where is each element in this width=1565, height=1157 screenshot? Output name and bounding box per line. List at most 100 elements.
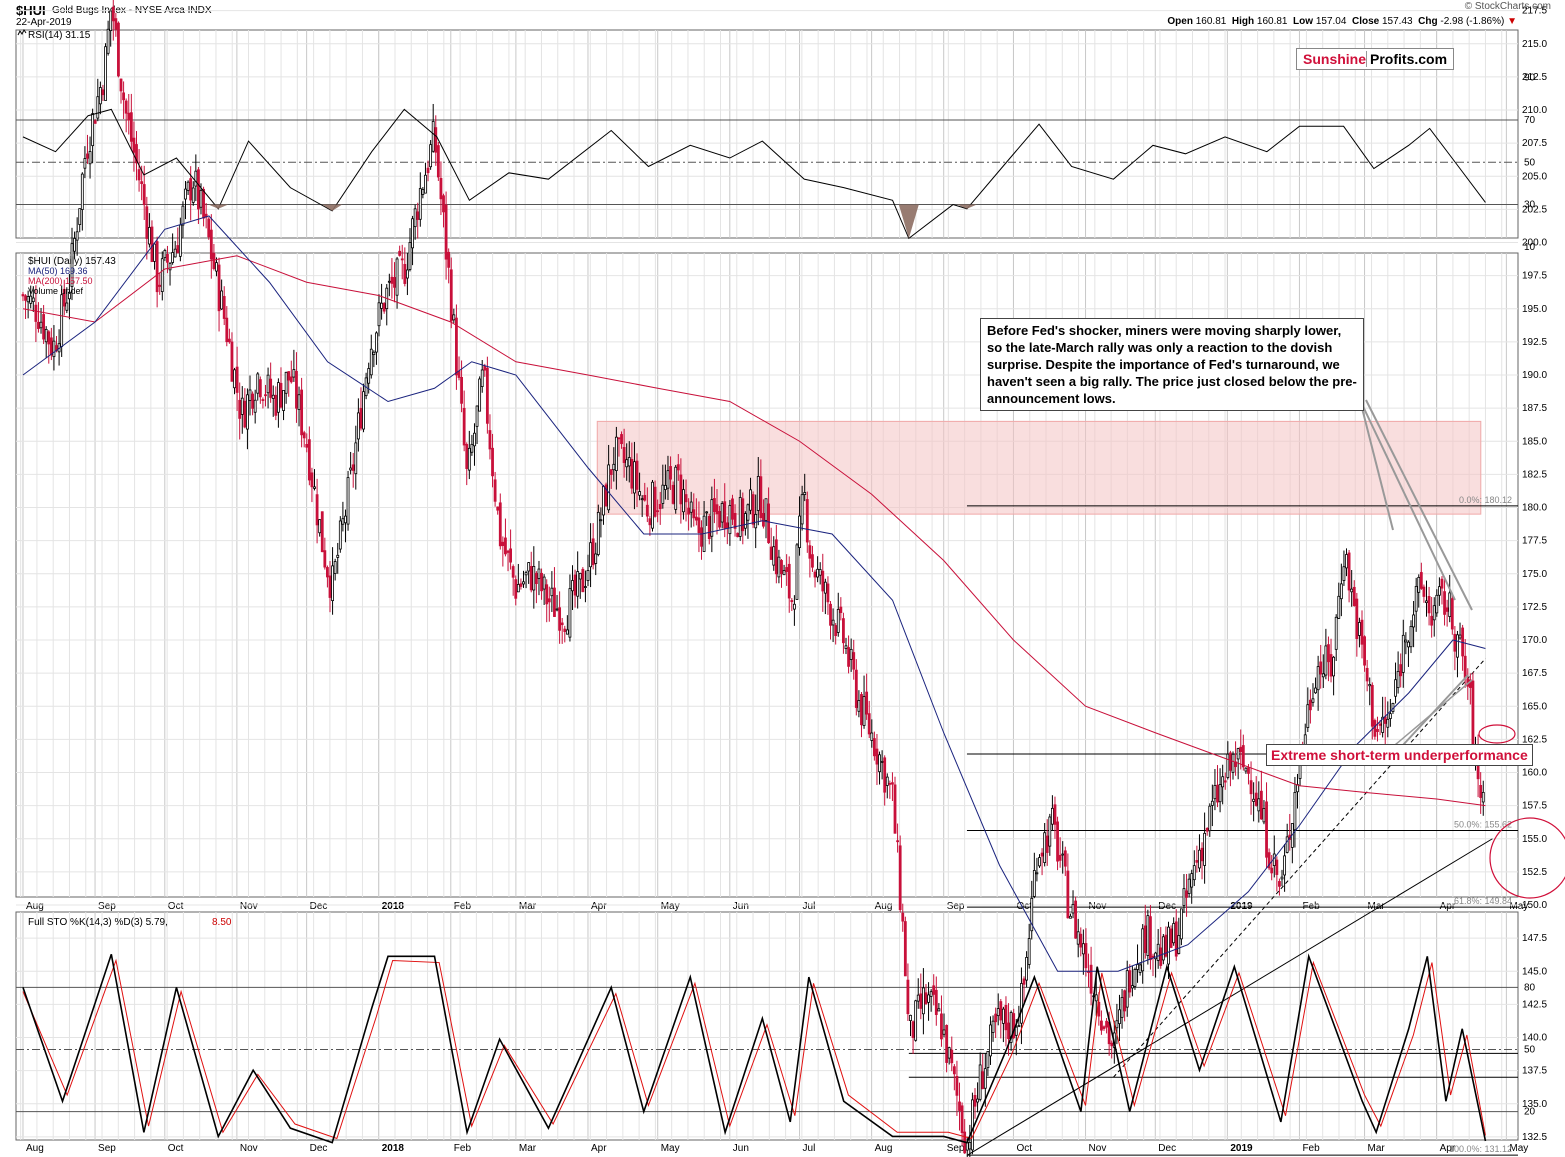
price-candle-up [65, 302, 69, 311]
price-candle-up [705, 511, 709, 514]
price-candle-down [1471, 680, 1475, 753]
price-candle-up [870, 732, 874, 741]
price-candle-up [1345, 554, 1348, 569]
price-candle-down [1463, 655, 1467, 678]
fib-level-label: 50.0%: 155.62 [1454, 820, 1512, 830]
x-tick-label: Dec [1158, 901, 1176, 912]
price-candle-down [142, 184, 146, 206]
price-candle-down [731, 498, 734, 520]
price-candle-up [862, 696, 866, 726]
price-candle-down [86, 153, 89, 159]
price-candle-up [452, 314, 456, 321]
price-candle-up [52, 340, 56, 358]
price-candle-down [1254, 792, 1258, 806]
price-candle-up [266, 374, 270, 394]
price-candle-down [393, 277, 396, 288]
brand-watermark: © StockCharts.com [1464, 1, 1551, 12]
x-tick-label: May [1509, 901, 1528, 912]
price-candle-down [1058, 854, 1062, 861]
x-tick-label: 2018 [382, 1143, 405, 1154]
price-candle-down [751, 494, 755, 525]
price-candle-up [1133, 969, 1137, 987]
price-candle-down [563, 628, 567, 632]
price-candle-down [315, 494, 319, 526]
price-candle-down [643, 494, 647, 501]
price-candle-up [186, 181, 190, 191]
price-candle-up [297, 394, 301, 410]
price-candle-up [1048, 816, 1052, 847]
price-candle-up [1412, 614, 1415, 628]
x-tick-label: 2019 [1230, 1143, 1253, 1154]
price-candle-down [269, 378, 273, 398]
price-candle-up [39, 321, 43, 329]
price-candle-up [431, 121, 435, 152]
price-candle-up [594, 553, 598, 564]
price-candle-up [1435, 594, 1439, 614]
rsi-legend-icon [17, 29, 27, 36]
price-candle-down [1427, 596, 1431, 614]
rsi-panel [15, 29, 1519, 239]
price-candle-down [93, 120, 97, 124]
price-candle-up [1221, 776, 1225, 788]
price-candle-down [1123, 990, 1127, 1012]
price-candle-up [1136, 964, 1139, 970]
price-candle-down [511, 566, 515, 578]
price-candle-up [313, 486, 316, 489]
price-candle-up [909, 1014, 912, 1021]
price-candle-down [62, 288, 66, 307]
price-candle-up [1198, 849, 1201, 869]
price-candle-down [444, 204, 448, 260]
price-candle-up [104, 46, 107, 101]
price-candle-up [1187, 878, 1191, 894]
price-candle-up [1035, 872, 1039, 875]
price-candle-up [246, 394, 249, 430]
price-candle-down [534, 572, 538, 585]
price-candle-up [1130, 985, 1134, 989]
price-candle-down [1247, 767, 1250, 774]
price-candle-up [292, 369, 296, 378]
price-candle-down [1259, 790, 1263, 820]
price-candle-down [129, 112, 133, 142]
price-candle-down [713, 498, 716, 512]
price-candle-down [1223, 780, 1227, 783]
price-candle-up [1156, 943, 1160, 961]
price-candle-up [942, 1029, 946, 1035]
price-candle-up [380, 302, 383, 309]
price-candle-up [968, 1142, 972, 1150]
price-candle-down [679, 474, 683, 505]
price-candle-up [80, 173, 84, 210]
price-candle-up [929, 991, 933, 997]
price-candle-down [1128, 970, 1132, 993]
price-candle-up [480, 369, 484, 387]
price-candle-down [1347, 552, 1351, 591]
price-candle-up [346, 477, 350, 525]
price-candle-down [498, 502, 502, 547]
x-tick-label: Apr [591, 901, 607, 912]
price-candle-up [349, 467, 353, 471]
price-candle-up [194, 170, 198, 187]
price-candle-down [225, 317, 229, 343]
price-candle-down [1063, 850, 1067, 867]
price-candle-up [1394, 679, 1397, 697]
price-candle-up [470, 443, 474, 453]
price-candle-up [408, 242, 412, 270]
price-candle-up [607, 464, 611, 511]
price-candle-down [150, 226, 154, 263]
price-candle-up [418, 188, 422, 220]
price-candle-up [1009, 1012, 1013, 1043]
price-candle-down [295, 370, 298, 409]
price-candle-up [1208, 805, 1212, 832]
price-candle-down [1308, 699, 1312, 711]
rsi-y-tick: 70 [1524, 115, 1536, 126]
price-candle-down [718, 510, 721, 528]
price-candle-up [276, 382, 280, 413]
price-candle-up [1167, 926, 1170, 965]
price-candle-down [1267, 852, 1271, 869]
price-candle-down [609, 469, 613, 475]
fib-level-label: 0.0%: 180.12 [1459, 495, 1512, 505]
price-candle-up [1388, 713, 1392, 719]
price-candle-up [1417, 576, 1421, 593]
price-candle-up [421, 189, 425, 195]
price-candle-down [483, 365, 487, 371]
price-legend-item: Volume undef [28, 286, 84, 296]
